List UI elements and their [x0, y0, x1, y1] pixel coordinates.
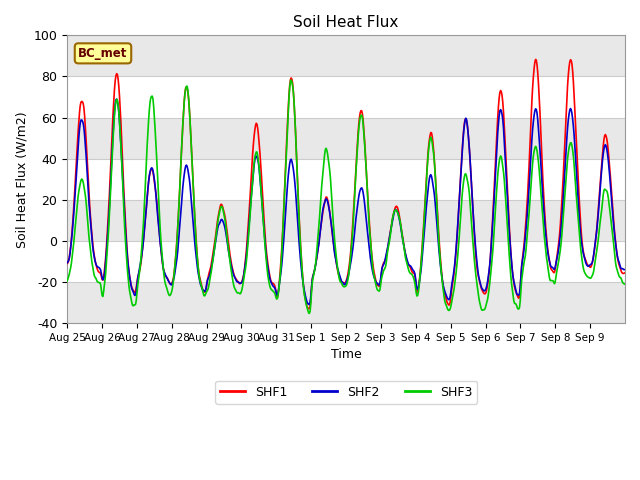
SHF3 — [129, 302, 136, 308]
SHF2 — [63, 260, 71, 265]
SHF2 — [305, 301, 313, 307]
SHF2 — [436, 261, 444, 267]
SHF3 — [436, 258, 444, 264]
SHF3 — [305, 311, 313, 316]
SHF2 — [129, 289, 137, 295]
SHF3 — [63, 278, 71, 284]
SHF3 — [231, 286, 239, 292]
SHF1 — [259, 196, 267, 202]
SHF2 — [405, 262, 413, 268]
SHF1 — [305, 306, 312, 312]
Y-axis label: Soil Heat Flux (W/m2): Soil Heat Flux (W/m2) — [15, 111, 28, 248]
SHF1 — [621, 270, 629, 276]
SHF2 — [113, 96, 120, 102]
SHF3 — [405, 268, 413, 274]
SHF1 — [129, 287, 136, 292]
SHF1 — [280, 203, 288, 209]
SHF2 — [232, 277, 240, 283]
Line: SHF2: SHF2 — [67, 99, 625, 304]
X-axis label: Time: Time — [331, 348, 362, 361]
SHF3 — [287, 77, 295, 83]
SHF2 — [281, 224, 289, 229]
Line: SHF1: SHF1 — [67, 60, 625, 309]
Bar — [67, 159, 625, 200]
SHF1 — [231, 275, 239, 280]
SHF3 — [280, 204, 288, 210]
Text: BC_met: BC_met — [78, 47, 128, 60]
SHF1 — [436, 244, 444, 250]
Bar — [67, 241, 625, 282]
SHF2 — [260, 221, 268, 227]
Legend: SHF1, SHF2, SHF3: SHF1, SHF2, SHF3 — [215, 381, 477, 404]
Bar — [67, 76, 625, 118]
Title: Soil Heat Flux: Soil Heat Flux — [293, 15, 399, 30]
SHF1 — [63, 261, 71, 266]
Line: SHF3: SHF3 — [67, 80, 625, 313]
SHF2 — [621, 267, 629, 273]
SHF3 — [259, 211, 267, 217]
SHF1 — [532, 57, 540, 62]
SHF3 — [621, 281, 629, 287]
SHF1 — [404, 261, 412, 267]
